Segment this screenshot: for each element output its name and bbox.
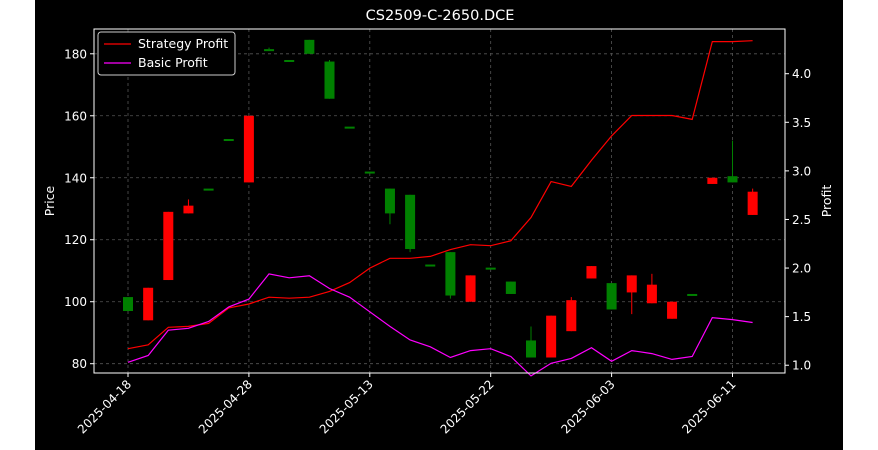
legend-frame — [97, 31, 236, 76]
y-tick-label-left: 140 — [64, 171, 87, 185]
candle-body — [344, 126, 355, 129]
basic-profit-line — [127, 273, 753, 377]
candle-body — [123, 297, 133, 312]
candle-body — [203, 188, 214, 191]
y-tick-label-left: 120 — [64, 233, 87, 247]
legend-label-strategy: Strategy Profit — [138, 36, 228, 51]
y-tick-label-left: 100 — [64, 295, 87, 309]
y-tick-label-right: 3.0 — [792, 164, 811, 178]
plot-frame — [93, 28, 786, 374]
chart-canvas: CS2509-C-2650.DCE Price Profit 80 100 120 1… — [35, 0, 843, 450]
candle-body — [485, 267, 496, 270]
candle-body — [405, 194, 416, 250]
candle-body — [264, 49, 275, 52]
candle-body — [566, 300, 577, 332]
y-tick-label-right: 3.5 — [792, 116, 811, 130]
candle-body — [304, 39, 315, 54]
candle-body — [465, 275, 476, 302]
x-tick-label: 2025-04-28 — [196, 377, 255, 436]
candlestick-chart: CS2509-C-2650.DCE Price Profit 80 100 120 1… — [42, 8, 834, 436]
candle-body — [667, 301, 678, 319]
y-tick-label-left: 160 — [64, 109, 87, 123]
y-tick-label-right: 4.0 — [792, 67, 811, 81]
y-tick-label-right: 1.0 — [792, 359, 811, 373]
legend: Strategy Profit Basic Profit — [97, 31, 236, 76]
candle-body — [747, 191, 758, 215]
y-tick-label-left: 80 — [72, 357, 87, 371]
legend-label-basic: Basic Profit — [138, 55, 208, 70]
y-tick-label-right: 1.5 — [792, 310, 811, 324]
candle-body — [384, 188, 395, 214]
candle-body — [546, 315, 557, 358]
candle-body — [445, 252, 456, 296]
candle-body — [425, 264, 436, 267]
x-tick-label: 2025-05-13 — [317, 377, 376, 436]
profit-lines — [127, 40, 753, 377]
y-tick-label-right: 2.0 — [792, 262, 811, 276]
candle-body — [284, 59, 295, 62]
axes: 80 100 120 140 160 180 1.0 1.5 2.0 2.5 3.0 3.5 4.0 20… — [64, 28, 811, 436]
candle-body — [626, 275, 637, 293]
candle-body — [707, 177, 718, 184]
x-tick-label: 2025-06-03 — [559, 377, 618, 436]
chart-title: CS2509-C-2650.DCE — [366, 8, 515, 24]
candle-body — [324, 61, 335, 99]
candle-body — [223, 139, 234, 142]
candle-body — [586, 266, 597, 279]
y-axis-label-left: Price — [42, 185, 57, 216]
candle-body — [364, 171, 375, 174]
candle-body — [606, 283, 617, 310]
x-tick-label: 2025-06-11 — [679, 377, 738, 436]
x-tick-label: 2025-04-18 — [75, 377, 134, 436]
candle-body — [183, 205, 194, 214]
candle-body — [727, 176, 738, 183]
candle-body — [526, 340, 536, 358]
y-tick-label-left: 180 — [64, 47, 87, 61]
y-tick-label-right: 2.5 — [792, 213, 811, 227]
grid — [94, 29, 785, 373]
candle-body — [243, 115, 254, 183]
candle-body — [646, 284, 657, 304]
candle-body — [687, 293, 698, 296]
candle-body — [143, 287, 154, 321]
candles — [123, 39, 758, 358]
candle-body — [505, 281, 516, 294]
strategy-profit-line — [127, 40, 753, 350]
y-axis-label-right: Profit — [819, 185, 834, 218]
candle-body — [163, 211, 174, 281]
x-tick-label: 2025-05-22 — [438, 377, 497, 436]
